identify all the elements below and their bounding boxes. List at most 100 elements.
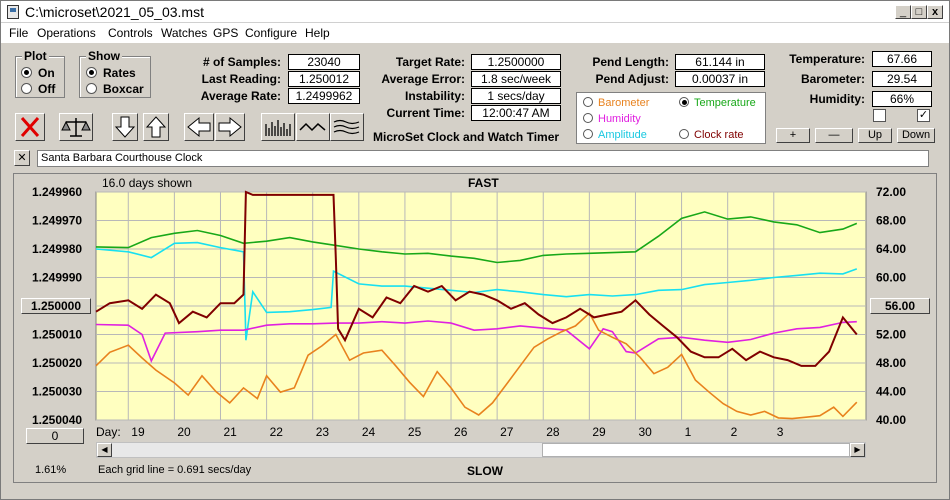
legend-amplitude[interactable]: Amplitude [583, 129, 647, 141]
scroll-left-arrow-icon[interactable]: ◀ [97, 443, 112, 457]
tick-chart-icon [265, 120, 291, 136]
close-x-icon [20, 117, 40, 137]
left-axis-tick: 1.249990 [32, 271, 82, 285]
avg-error-label: Average Error: [381, 72, 465, 86]
menu-watches[interactable]: Watches [161, 26, 208, 40]
multi-wave-button[interactable] [330, 113, 364, 141]
menu-controls[interactable]: Controls [108, 26, 153, 40]
arrow-right-icon [218, 116, 242, 138]
chart-scrollbar[interactable]: ◀ ▶ [96, 442, 866, 458]
x-axis-tick: 24 [362, 425, 376, 439]
rate-chart: 1.249960 1.249970 1.249980 1.249990 1.250010… [32, 176, 906, 439]
pend-length-label: Pend Length: [592, 55, 669, 69]
arrow-down-icon [114, 116, 136, 138]
x-axis-tick: 2 [731, 425, 738, 439]
app-caption: MicroSet Clock and Watch Timer [373, 130, 560, 144]
right-axis-tick: 52.00 [876, 328, 906, 342]
pend-length-field[interactable]: 61.144 in [675, 54, 765, 70]
close-window-button[interactable]: x [927, 5, 943, 19]
arrow-up-icon [145, 116, 167, 138]
legend-barometer[interactable]: Barometer [583, 97, 649, 109]
current-time-field[interactable]: 12:00:47 AM [471, 105, 561, 121]
menu-help[interactable]: Help [305, 26, 330, 40]
right-axis-tick: 64.00 [876, 242, 906, 256]
wave-button[interactable] [296, 113, 330, 141]
current-time-label: Current Time: [386, 106, 465, 120]
bottom-left-button[interactable]: 0 [26, 428, 84, 444]
scroll-right-button[interactable] [215, 113, 245, 141]
menu-operations[interactable]: Operations [37, 26, 96, 40]
target-rate-field[interactable]: 1.2500000 [471, 54, 561, 70]
up-button[interactable]: Up [858, 128, 892, 143]
app-icon [7, 5, 19, 19]
menu-gps[interactable]: GPS [213, 26, 239, 40]
right-axis-tick: 44.00 [876, 385, 906, 399]
right-axis-tick: 60.00 [876, 271, 906, 285]
down-button[interactable]: Down [897, 128, 935, 143]
tick-chart-button[interactable] [261, 113, 295, 141]
legend-humidity[interactable]: Humidity [583, 113, 641, 125]
show-group: Show Rates Boxcar [79, 49, 151, 98]
left-value-button[interactable]: 1.250000 [21, 298, 91, 314]
plot-group: Plot On Off [15, 49, 65, 98]
left-axis-tick: 1.250040 [32, 413, 82, 427]
x-axis-tick: 21 [223, 425, 237, 439]
clock-name-input[interactable]: Santa Barbara Courthouse Clock [37, 150, 929, 167]
left-checkbox[interactable] [873, 109, 886, 122]
instability-field[interactable]: 1 secs/day [471, 88, 561, 104]
last-reading-label: Last Reading: [201, 72, 281, 86]
show-boxcar-radio[interactable]: Boxcar [86, 82, 144, 96]
pend-adjust-label: Pend Adjust: [595, 72, 669, 86]
avg-error-field[interactable]: 1.8 sec/week [471, 71, 561, 87]
balance-button[interactable] [59, 113, 93, 141]
temperature-field[interactable]: 67.66 [872, 51, 932, 67]
scroll-left-button[interactable] [184, 113, 214, 141]
avg-rate-field[interactable]: 1.2499962 [288, 88, 360, 104]
last-reading-field[interactable]: 1.250012 [288, 71, 360, 87]
move-up-button[interactable] [143, 113, 169, 141]
barometer-field[interactable]: 29.54 [872, 71, 932, 87]
x-axis-tick: 22 [270, 425, 284, 439]
samples-field[interactable]: 23040 [288, 54, 360, 70]
right-checkbox[interactable]: ✓ [917, 109, 930, 122]
status-bar: 1.61% Each grid line = 0.691 secs/day SL… [1, 464, 949, 499]
legend-clock-rate[interactable]: Clock rate [679, 129, 744, 141]
grid-note: Each grid line = 0.691 secs/day [98, 464, 252, 476]
move-down-button[interactable] [112, 113, 138, 141]
minus-button[interactable]: — [815, 128, 853, 143]
scrollbar-thumb[interactable] [542, 443, 850, 457]
plus-button[interactable]: + [776, 128, 810, 143]
target-rate-label: Target Rate: [395, 55, 465, 69]
x-axis-tick: 1 [685, 425, 692, 439]
left-axis-tick: 1.249970 [32, 214, 82, 228]
plot-group-title: Plot [22, 49, 49, 63]
x-axis-tick: 23 [316, 425, 330, 439]
menu-file[interactable]: File [9, 26, 29, 40]
barometer-label: Barometer: [800, 72, 865, 86]
series-line-humidity [95, 320, 857, 363]
right-value-button[interactable]: 56.00 [870, 298, 930, 314]
x-axis-tick: 3 [777, 425, 784, 439]
day-label: Day: [96, 425, 121, 439]
remove-name-button[interactable]: ✕ [14, 150, 30, 166]
x-axis-tick: 25 [408, 425, 422, 439]
plot-on-radio[interactable]: On [21, 66, 55, 80]
pend-adjust-field[interactable]: 0.00037 in [675, 71, 765, 87]
right-axis-tick: 68.00 [876, 214, 906, 228]
humidity-field[interactable]: 66% [872, 91, 932, 107]
title-bar: C:\microset\2021_05_03.mst _ □ x [1, 1, 949, 23]
series-line-amplitude [95, 241, 858, 341]
scroll-right-arrow-icon[interactable]: ▶ [850, 443, 865, 457]
clear-button[interactable] [15, 113, 45, 141]
arrow-left-icon [187, 116, 211, 138]
right-axis-tick: 72.00 [876, 185, 906, 199]
show-rates-radio[interactable]: Rates [86, 66, 136, 80]
maximize-button[interactable]: □ [911, 5, 927, 19]
menu-configure[interactable]: Configure [245, 26, 298, 40]
plot-off-radio[interactable]: Off [21, 82, 55, 96]
humidity-label: Humidity: [809, 92, 865, 106]
temperature-label: Temperature: [789, 52, 865, 66]
series-line-temperature [95, 211, 858, 264]
minimize-button[interactable]: _ [895, 5, 911, 19]
legend-temperature[interactable]: Temperature [679, 97, 756, 109]
